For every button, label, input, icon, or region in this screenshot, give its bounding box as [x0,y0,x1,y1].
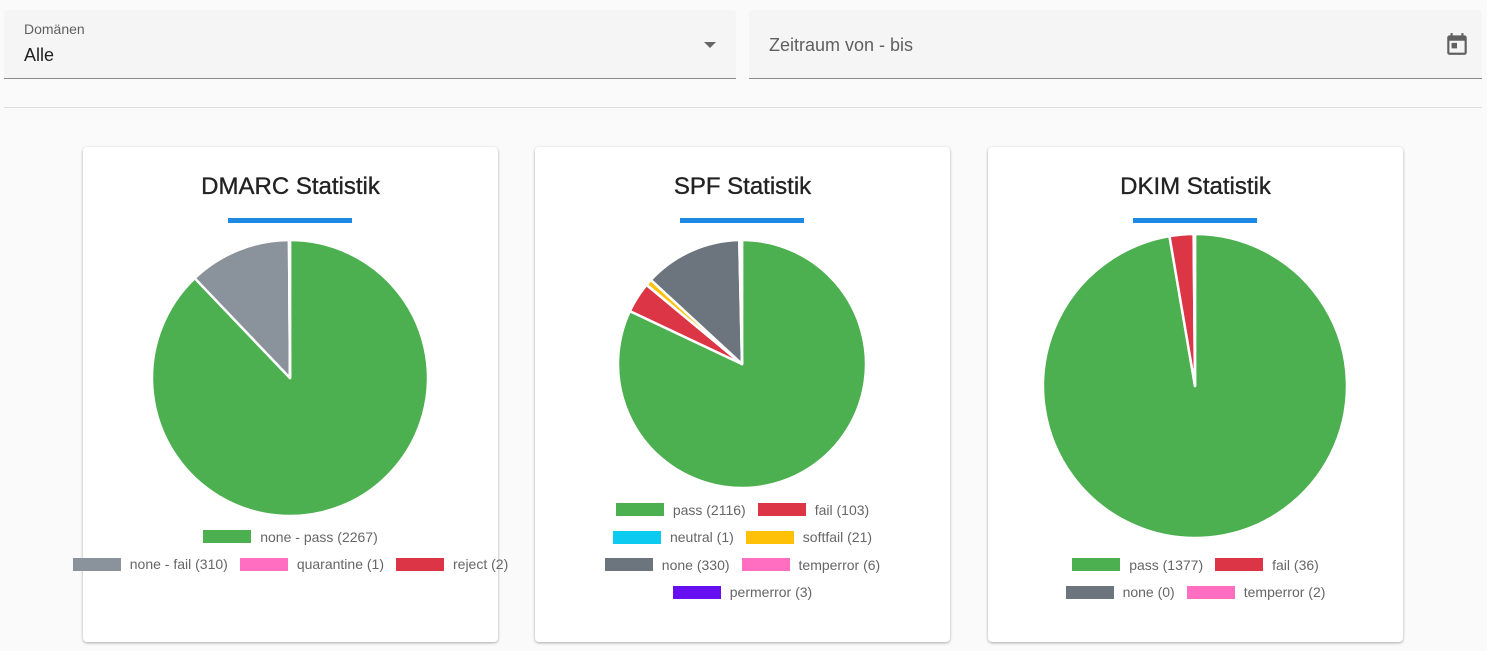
legend-item[interactable]: none - pass (2267) [203,523,378,551]
legend-item[interactable]: permerror (3) [672,579,813,607]
legend-label: temperror (6) [798,556,881,573]
legend-swatch [604,558,653,572]
dkim-legend: pass (1377) fail (36) none (0) temperror (2… [998,551,1393,606]
pie-slice-none-fail[interactable] [193,238,292,380]
calendar-icon[interactable] [1444,31,1470,57]
legend-label: quarantine (1) [296,556,384,573]
pie-slice-none[interactable] [649,238,744,366]
legend-item[interactable]: reject (2) [396,551,508,579]
legend-swatch [612,530,661,544]
dmarc-chart-card: DMARC Statistik none - pass (2267) none -… [72,147,508,642]
legend-label: none - fail (310) [129,556,228,573]
legend-swatch [757,503,806,517]
title-underline [228,218,352,223]
legend-item[interactable]: temperror (2) [1186,579,1326,607]
legend-swatch [615,503,664,517]
legend-swatch [1065,585,1114,599]
legend-row: none (0) temperror (2) [998,579,1393,607]
legend-label: pass (2116) [672,501,746,518]
legend-label: softfail (21) [802,529,873,546]
date-range-placeholder: Zeitraum von - bis [769,35,914,55]
domain-select[interactable]: Domänen Alle [4,10,736,79]
legend-item[interactable]: quarantine (1) [239,551,384,579]
legend-swatch [72,557,121,571]
legend-row: neutral (1) softfail (21) [545,524,940,552]
dkim-pie-chart [1041,232,1349,540]
legend-label: fail (36) [1272,556,1319,573]
legend-label: permerror (3) [729,584,813,601]
domain-select-value: Alle [24,45,55,65]
legend-swatch [741,558,790,572]
dmarc-legend: none - pass (2267) none - fail (310) quara… [72,523,508,579]
legend-item[interactable]: pass (2116) [615,496,746,524]
legend-row: none (330) temperror (6) [545,551,940,579]
legend-row: pass (2116) fail (103) [545,496,940,524]
domain-select-label: Domänen [24,21,85,37]
legend-row: pass (1377) fail (36) [998,551,1393,579]
chart-title: SPF Statistik [673,173,812,200]
dmarc-pie-chart [150,238,430,518]
legend-swatch [672,585,721,599]
spf-legend: pass (2116) fail (103) neutral (1) softfail… [545,496,940,606]
pie-slice-permerror[interactable] [739,238,744,366]
legend-swatch [1186,585,1235,599]
legend-item[interactable]: none (330) [604,551,730,579]
legend-swatch [239,557,288,571]
date-range-input[interactable]: Zeitraum von - bis [749,10,1482,79]
chart-title: DKIM Statistik [1120,173,1271,200]
legend-label: none - pass (2267) [260,528,378,545]
chart-title: DMARC Statistik [201,173,380,200]
spf-chart-card: SPF Statistik pass (2116) fail (103) neutr… [535,147,950,642]
legend-swatch [396,557,444,571]
legend-label: none (330) [661,556,730,573]
legend-label: none (0) [1122,584,1175,601]
spf-pie-chart [616,238,868,490]
filter-divider [4,107,1482,108]
legend-label: neutral (1) [669,529,734,546]
legend-label: reject (2) [453,556,509,573]
legend-swatch [1215,558,1264,572]
legend-item[interactable]: neutral (1) [612,524,734,552]
legend-item[interactable]: pass (1377) [1072,551,1203,579]
chevron-down-icon[interactable] [704,42,716,48]
legend-label: pass (1377) [1129,556,1204,573]
legend-swatch [1072,558,1121,572]
pie-slice-temperror[interactable] [1192,232,1197,388]
pie-slice-reject[interactable] [288,238,292,380]
legend-item[interactable]: none (0) [1065,579,1175,607]
dkim-chart-card: DKIM Statistik pass (1377) fail (36) none … [988,147,1403,642]
legend-item[interactable]: fail (103) [757,496,870,524]
legend-row: none - fail (310) quarantine (1) reject (2… [72,551,508,579]
legend-item[interactable]: softfail (21) [745,524,873,552]
legend-swatch [745,530,794,544]
legend-item[interactable]: none - fail (310) [72,551,228,579]
legend-item[interactable]: fail (36) [1215,551,1319,579]
legend-label: temperror (2) [1243,584,1326,601]
legend-row: none - pass (2267) [93,523,488,551]
legend-swatch [203,530,252,544]
legend-row: permerror (3) [545,579,940,607]
title-underline [1133,218,1257,223]
legend-item[interactable]: temperror (6) [741,551,881,579]
title-underline [680,218,804,223]
legend-label: fail (103) [814,501,870,518]
